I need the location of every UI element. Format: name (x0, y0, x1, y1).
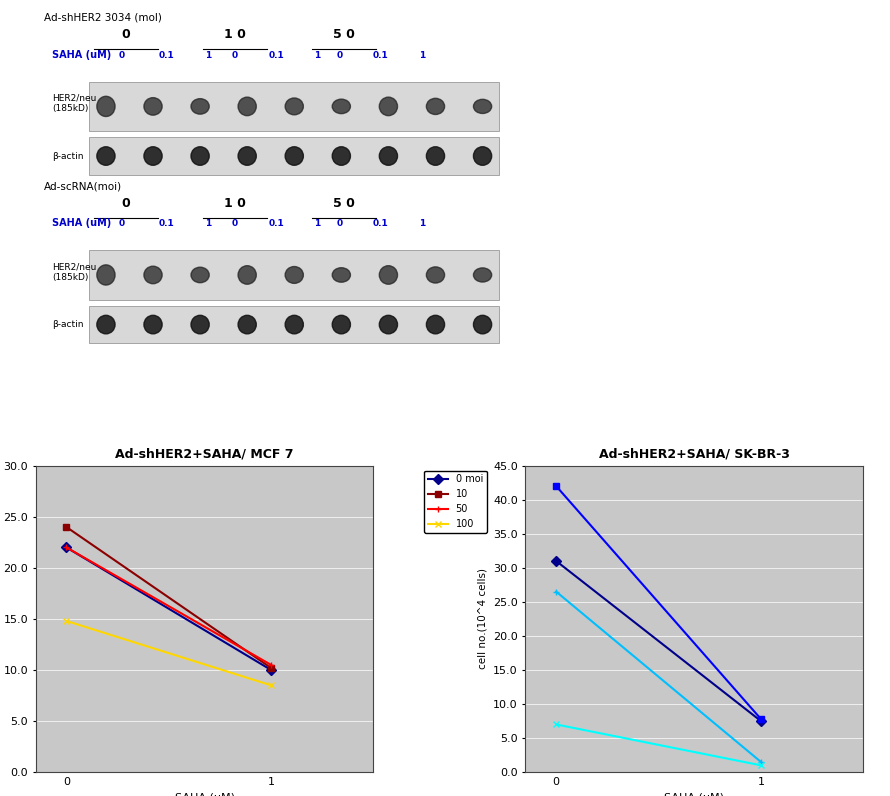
Text: 1 0: 1 0 (224, 29, 246, 41)
Text: 0: 0 (121, 29, 130, 41)
Ellipse shape (285, 146, 303, 166)
Ellipse shape (379, 97, 398, 115)
Ellipse shape (332, 100, 351, 114)
Text: 0: 0 (232, 220, 239, 228)
Ellipse shape (97, 96, 115, 116)
Text: 1: 1 (205, 51, 211, 60)
Ellipse shape (473, 268, 491, 282)
Ellipse shape (144, 98, 162, 115)
Ellipse shape (97, 265, 115, 285)
Title: Ad-shHER2+SAHA/ SK-BR-3: Ad-shHER2+SAHA/ SK-BR-3 (599, 447, 789, 460)
Text: 5 0: 5 0 (334, 197, 355, 210)
Text: 0: 0 (336, 51, 343, 60)
Text: 1: 1 (314, 51, 320, 60)
Ellipse shape (191, 146, 209, 166)
Text: 0: 0 (118, 51, 125, 60)
Text: 0: 0 (336, 220, 343, 228)
Ellipse shape (285, 267, 303, 283)
Text: 0.1: 0.1 (373, 220, 389, 228)
Ellipse shape (332, 267, 351, 283)
Ellipse shape (426, 146, 445, 166)
Ellipse shape (144, 146, 162, 166)
Ellipse shape (285, 315, 303, 334)
Ellipse shape (191, 315, 209, 334)
Ellipse shape (239, 266, 256, 284)
Y-axis label: cell no.(10^4 cells): cell no.(10^4 cells) (478, 568, 488, 669)
Text: 0.1: 0.1 (159, 220, 174, 228)
Ellipse shape (332, 146, 351, 166)
FancyBboxPatch shape (89, 138, 499, 174)
Text: 1: 1 (314, 220, 320, 228)
Ellipse shape (426, 315, 445, 334)
Ellipse shape (379, 146, 398, 166)
Ellipse shape (239, 146, 256, 166)
Text: HER2/neu
(185kD): HER2/neu (185kD) (53, 262, 96, 282)
Text: SAHA (uM): SAHA (uM) (53, 218, 111, 228)
Ellipse shape (426, 99, 445, 115)
Ellipse shape (97, 146, 115, 166)
Text: 0: 0 (232, 51, 239, 60)
FancyBboxPatch shape (89, 306, 499, 343)
Ellipse shape (285, 98, 303, 115)
Text: 0.1: 0.1 (268, 51, 284, 60)
Text: 1: 1 (418, 220, 425, 228)
Ellipse shape (239, 97, 256, 115)
Ellipse shape (144, 315, 162, 334)
Text: Ad-scRNA(moi): Ad-scRNA(moi) (44, 181, 122, 191)
Text: 0.1: 0.1 (268, 220, 284, 228)
Text: 1 0: 1 0 (224, 197, 246, 210)
Text: β-actin: β-actin (53, 320, 84, 329)
Ellipse shape (191, 99, 209, 114)
Text: Ad-shHER2 3034 (mol): Ad-shHER2 3034 (mol) (44, 13, 162, 22)
Ellipse shape (379, 315, 398, 334)
FancyBboxPatch shape (89, 81, 499, 131)
Ellipse shape (426, 267, 445, 283)
Text: 0.1: 0.1 (159, 51, 174, 60)
Text: SAHA (uM): SAHA (uM) (53, 50, 111, 60)
Text: HER2/neu
(185kD): HER2/neu (185kD) (53, 94, 96, 113)
Text: 1: 1 (418, 51, 425, 60)
Text: 0: 0 (121, 197, 130, 210)
Ellipse shape (473, 146, 491, 166)
X-axis label: SAHA (uM): SAHA (uM) (174, 793, 235, 796)
Legend: 0 moi, 10, 50, 100: 0 moi, 10, 50, 100 (425, 470, 487, 533)
Ellipse shape (473, 315, 491, 334)
Title: Ad-shHER2+SAHA/ MCF 7: Ad-shHER2+SAHA/ MCF 7 (116, 447, 294, 460)
Ellipse shape (379, 266, 398, 284)
FancyBboxPatch shape (89, 250, 499, 300)
Text: 5 0: 5 0 (334, 29, 355, 41)
Ellipse shape (473, 100, 491, 114)
Ellipse shape (239, 315, 256, 334)
Ellipse shape (332, 315, 351, 334)
Text: β-actin: β-actin (53, 151, 84, 161)
X-axis label: SAHA (uM): SAHA (uM) (664, 793, 724, 796)
Ellipse shape (191, 267, 209, 283)
Text: 1: 1 (205, 220, 211, 228)
Text: 0: 0 (118, 220, 125, 228)
Text: 0.1: 0.1 (373, 51, 389, 60)
Ellipse shape (144, 266, 162, 283)
Ellipse shape (97, 315, 115, 334)
